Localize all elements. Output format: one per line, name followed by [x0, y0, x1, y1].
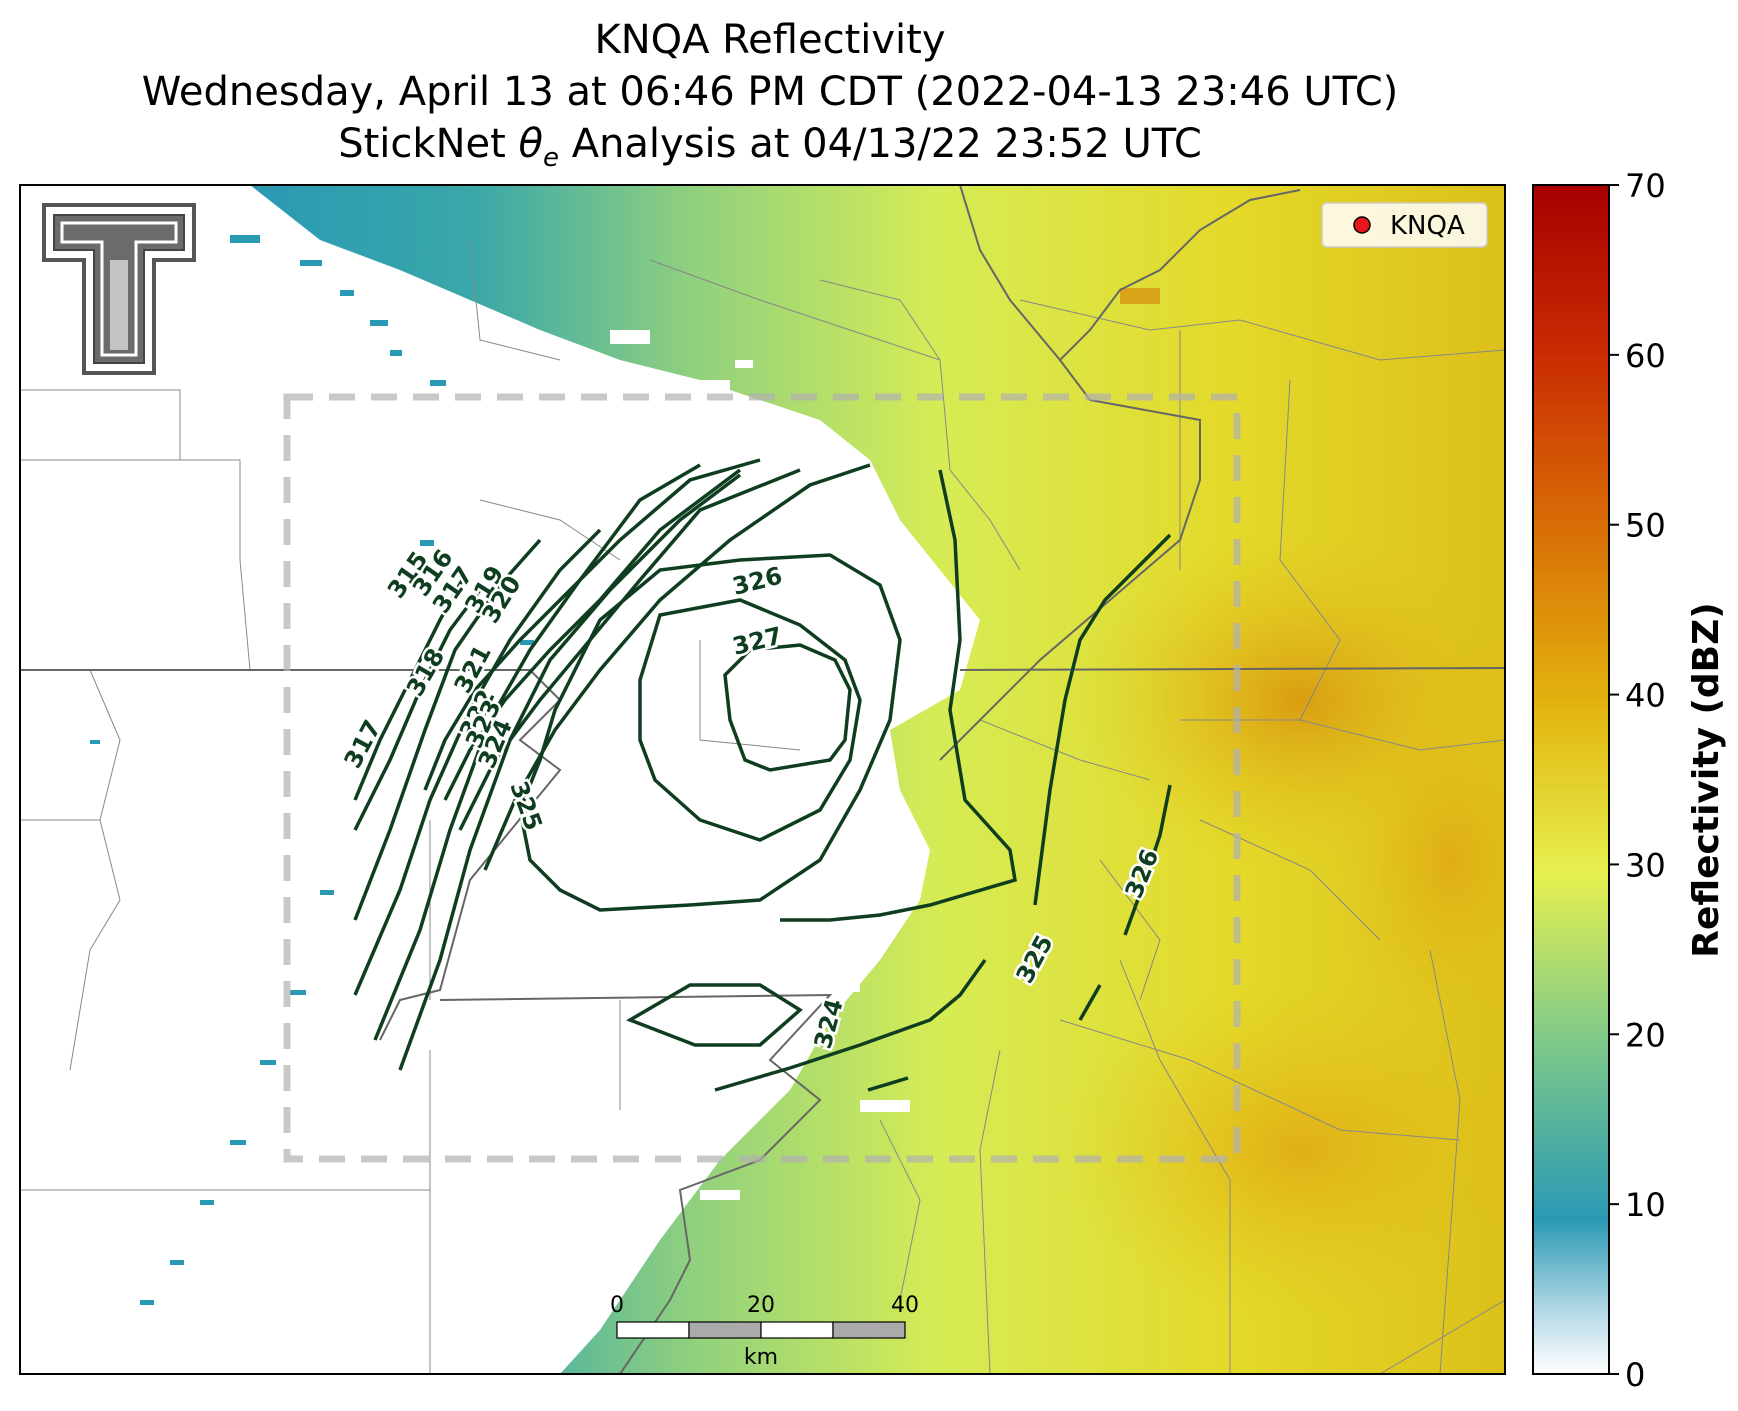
contour-324-loop: [625, 983, 803, 1047]
colorbar-tick-label: 70: [1625, 167, 1666, 205]
contour-325-east: [780, 469, 1017, 922]
echo-gaps: [560, 330, 926, 1200]
contour-325-south: [1033, 533, 1172, 906]
contour-line: [423, 458, 761, 791]
contour-line: [443, 468, 742, 801]
legend-label: KNQA: [1390, 211, 1465, 241]
contour-segment: [867, 1076, 909, 1092]
colorbar-gradient: [1532, 184, 1610, 1375]
title-line-2: Wednesday, April 13 at 06:46 PM CDT (202…: [141, 69, 1399, 115]
colorbar: 0 10 20 30 40 50 60 70 Reflectivity (dBZ): [1532, 167, 1727, 1394]
echo-speckle: [90, 235, 534, 1305]
knqa-marker-icon: [1353, 216, 1371, 234]
contour-line: [353, 528, 602, 996]
colorbar-tick-label: 40: [1625, 677, 1666, 715]
analysis-domain-box: [283, 393, 1241, 1163]
contour-line: [353, 538, 542, 921]
echo-core: [1330, 680, 1505, 1040]
contour-324-south: [714, 958, 987, 1092]
colorbar-tick-label: 20: [1625, 1016, 1666, 1054]
contour-line: [353, 574, 467, 801]
contour-line: [353, 588, 482, 831]
title-line-3: StickNet θe Analysis at 04/13/22 23:52 U…: [0, 118, 1540, 184]
contour-line: [483, 463, 871, 871]
scale-label: 0: [610, 1293, 624, 1318]
colorbar-ticks: 0 10 20 30 40 50 60 70: [1609, 167, 1666, 1394]
scale-label: 40: [891, 1293, 919, 1318]
contour-line: [373, 463, 701, 1041]
texas-tech-logo-icon: [42, 203, 196, 375]
colorbar-tick-label: 10: [1625, 1186, 1666, 1224]
map-frame: [19, 184, 1506, 1375]
title-line-3-suffix: Analysis at 04/13/22 23:52 UTC: [558, 121, 1202, 167]
county-boundaries: [20, 239, 1505, 1374]
scale-bar: 0 20 40 km: [610, 1293, 919, 1370]
colorbar-title: Reflectivity (dBZ): [1686, 602, 1727, 957]
contour-label: 318: [401, 644, 450, 701]
contour-325-west: [518, 553, 902, 912]
contour-label: 327: [730, 622, 785, 661]
contour-326-ring: [638, 598, 862, 842]
theta-subscript: e: [542, 143, 559, 173]
colorbar-tick-label: 30: [1625, 846, 1666, 884]
theta-symbol: θ: [518, 121, 543, 167]
contour-326-south: [1123, 784, 1172, 936]
title-line-1: KNQA Reflectivity: [594, 17, 946, 63]
contour-327-ring: [723, 643, 852, 772]
echo-core: [1120, 288, 1160, 304]
contour-label: 326: [730, 562, 785, 601]
colorbar-tick-label: 60: [1625, 337, 1666, 375]
colorbar-tick-label: 50: [1625, 507, 1666, 545]
scale-unit: km: [744, 1345, 778, 1370]
echo-core: [1060, 980, 1505, 1320]
map-content: [20, 185, 1505, 1374]
title-line-3-prefix: StickNet: [338, 121, 519, 167]
colorbar-tick-label: 0: [1625, 1356, 1645, 1394]
figure-title: KNQA Reflectivity Wednesday, April 13 at…: [0, 14, 1540, 184]
scale-label: 20: [747, 1293, 775, 1318]
contour-segment: [1078, 984, 1102, 1021]
contour-line: [398, 473, 742, 1071]
legend: KNQA: [1321, 202, 1488, 248]
theta-e-contours: [353, 458, 1172, 1092]
